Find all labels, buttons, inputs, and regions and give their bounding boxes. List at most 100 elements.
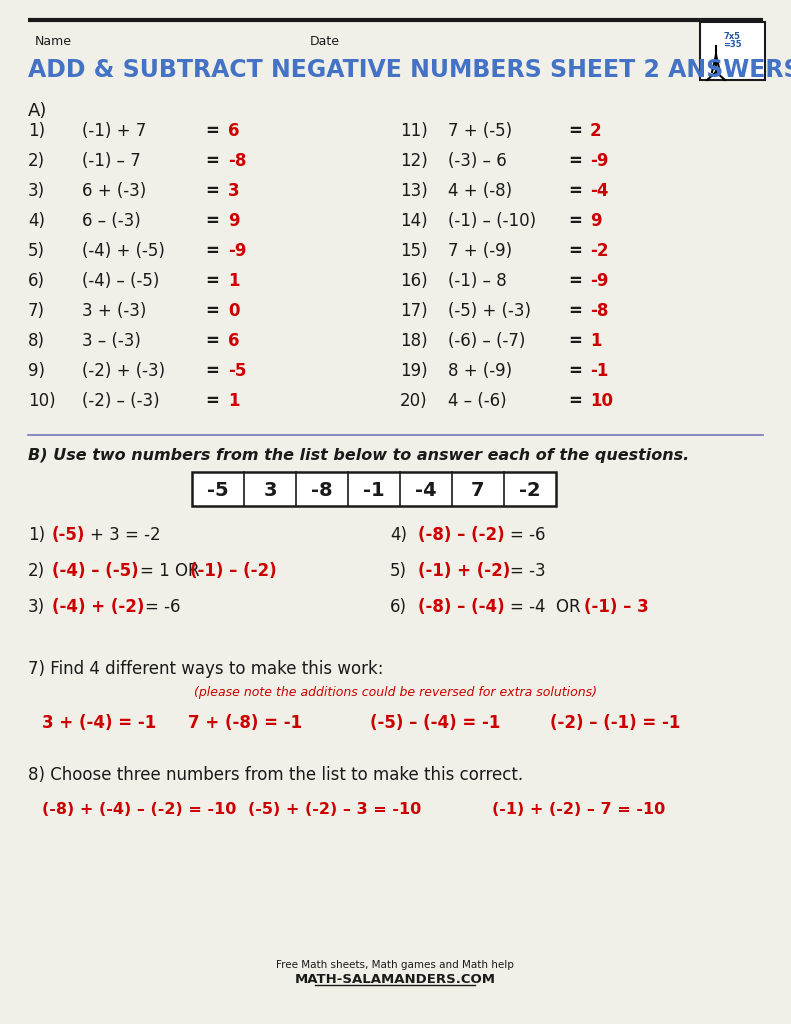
Text: = -6: = -6 [145, 598, 180, 616]
Text: 3 – (-3): 3 – (-3) [82, 332, 141, 350]
Text: 7) Find 4 different ways to make this work:: 7) Find 4 different ways to make this wo… [28, 660, 384, 678]
Text: =: = [205, 362, 219, 380]
Text: -4: -4 [415, 481, 437, 501]
Text: 8 + (-9): 8 + (-9) [448, 362, 512, 380]
Text: 3: 3 [228, 182, 240, 200]
Text: 1): 1) [28, 122, 45, 140]
Text: =: = [568, 272, 582, 290]
Text: -9: -9 [590, 152, 608, 170]
Text: 6 – (-3): 6 – (-3) [82, 212, 141, 230]
Text: 6): 6) [28, 272, 45, 290]
Text: = -4  OR: = -4 OR [510, 598, 581, 616]
Text: 10): 10) [28, 392, 55, 410]
Text: (-1) – 7: (-1) – 7 [82, 152, 141, 170]
Text: 3: 3 [263, 481, 277, 501]
Text: + 3 = -2: + 3 = -2 [90, 526, 161, 544]
Text: =: = [205, 242, 219, 260]
Text: (-1) + 7: (-1) + 7 [82, 122, 146, 140]
Text: Date: Date [310, 35, 340, 48]
Text: 5): 5) [390, 562, 407, 580]
Text: =: = [568, 122, 582, 140]
Text: B) Use two numbers from the list below to answer each of the questions.: B) Use two numbers from the list below t… [28, 449, 689, 463]
Text: =: = [205, 272, 219, 290]
Text: -8: -8 [590, 302, 608, 319]
Text: 3): 3) [28, 598, 45, 616]
Text: 16): 16) [400, 272, 428, 290]
Text: 9: 9 [228, 212, 240, 230]
Text: 7: 7 [471, 481, 485, 501]
Text: =: = [568, 392, 582, 410]
Text: 7): 7) [28, 302, 45, 319]
Text: =: = [205, 122, 219, 140]
Text: (-2) – (-1) = -1: (-2) – (-1) = -1 [550, 714, 680, 732]
Text: (-1) – (-10): (-1) – (-10) [448, 212, 536, 230]
Text: (-5) + (-2) – 3 = -10: (-5) + (-2) – 3 = -10 [248, 802, 422, 817]
Text: (-2) – (-3): (-2) – (-3) [82, 392, 160, 410]
Text: 6: 6 [228, 332, 240, 350]
Text: =: = [205, 302, 219, 319]
Text: 8) Choose three numbers from the list to make this correct.: 8) Choose three numbers from the list to… [28, 766, 523, 784]
Text: =35: =35 [723, 40, 741, 49]
Text: Free Math sheets, Math games and Math help: Free Math sheets, Math games and Math he… [276, 961, 514, 970]
Text: (-4) – (-5): (-4) – (-5) [52, 562, 138, 580]
Text: A): A) [28, 102, 47, 120]
Text: =: = [568, 212, 582, 230]
Text: = 1 OR: = 1 OR [140, 562, 199, 580]
Text: 13): 13) [400, 182, 428, 200]
Text: 7 + (-8) = -1: 7 + (-8) = -1 [188, 714, 302, 732]
Text: 17): 17) [400, 302, 428, 319]
Text: =: = [568, 182, 582, 200]
Text: 4): 4) [390, 526, 407, 544]
Text: 1: 1 [590, 332, 601, 350]
Text: (-1) + (-2) – 7 = -10: (-1) + (-2) – 7 = -10 [492, 802, 665, 817]
Text: 4 – (-6): 4 – (-6) [448, 392, 506, 410]
Text: 5): 5) [28, 242, 45, 260]
Text: (-8) – (-4): (-8) – (-4) [418, 598, 505, 616]
Text: (-3) – 6: (-3) – 6 [448, 152, 507, 170]
Text: =: = [205, 212, 219, 230]
Text: -5: -5 [228, 362, 246, 380]
Text: =: = [568, 362, 582, 380]
FancyBboxPatch shape [700, 22, 765, 80]
Text: -8: -8 [228, 152, 246, 170]
Text: 6 + (-3): 6 + (-3) [82, 182, 146, 200]
Text: 3 + (-3): 3 + (-3) [82, 302, 146, 319]
Text: 15): 15) [400, 242, 428, 260]
Text: (please note the additions could be reversed for extra solutions): (please note the additions could be reve… [194, 686, 596, 699]
Text: 1: 1 [228, 392, 240, 410]
Text: (-1) – (-2): (-1) – (-2) [190, 562, 277, 580]
Text: 2: 2 [590, 122, 602, 140]
Text: (-5): (-5) [52, 526, 85, 544]
Text: 12): 12) [400, 152, 428, 170]
Text: 2): 2) [28, 152, 45, 170]
Text: -9: -9 [590, 272, 608, 290]
Text: =: = [568, 302, 582, 319]
Text: 6: 6 [228, 122, 240, 140]
Text: 10: 10 [590, 392, 613, 410]
Text: -5: -5 [207, 481, 229, 501]
Text: -4: -4 [590, 182, 608, 200]
Text: (-4) + (-2): (-4) + (-2) [52, 598, 145, 616]
Text: -1: -1 [363, 481, 384, 501]
Text: 4 + (-8): 4 + (-8) [448, 182, 512, 200]
Text: =: = [205, 152, 219, 170]
Text: (-1) – 8: (-1) – 8 [448, 272, 507, 290]
Text: 14): 14) [400, 212, 428, 230]
Text: 2): 2) [28, 562, 45, 580]
Text: ADD & SUBTRACT NEGATIVE NUMBERS SHEET 2 ANSWERS: ADD & SUBTRACT NEGATIVE NUMBERS SHEET 2 … [28, 58, 791, 82]
Text: (-8) + (-4) – (-2) = -10: (-8) + (-4) – (-2) = -10 [42, 802, 237, 817]
Text: = -3: = -3 [510, 562, 546, 580]
Text: -1: -1 [590, 362, 608, 380]
Text: 11): 11) [400, 122, 428, 140]
Text: =: = [205, 182, 219, 200]
Text: =: = [568, 152, 582, 170]
Text: (-5) – (-4) = -1: (-5) – (-4) = -1 [370, 714, 501, 732]
Text: =: = [205, 392, 219, 410]
Text: 7 + (-5): 7 + (-5) [448, 122, 512, 140]
Text: = -6: = -6 [510, 526, 546, 544]
Text: (-4) – (-5): (-4) – (-5) [82, 272, 159, 290]
Text: MATH-SALAMANDERS.COM: MATH-SALAMANDERS.COM [294, 973, 495, 986]
Text: 7 + (-9): 7 + (-9) [448, 242, 512, 260]
Text: 20): 20) [400, 392, 428, 410]
Text: 19): 19) [400, 362, 428, 380]
